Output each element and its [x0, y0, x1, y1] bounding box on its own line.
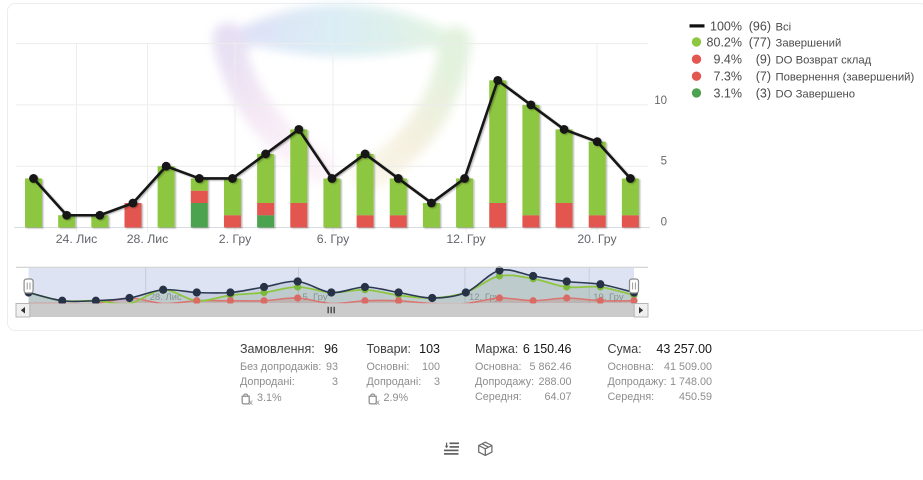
- svg-text:12. Гру: 12. Гру: [446, 232, 486, 246]
- svg-text:100%: 100%: [710, 19, 742, 33]
- svg-text:80.2%: 80.2%: [707, 35, 742, 49]
- svg-text:Повернення (завершений): Повернення (завершений): [776, 72, 915, 84]
- svg-text:x: x: [249, 398, 253, 406]
- svg-text:10: 10: [654, 95, 667, 107]
- svg-text:7.3%: 7.3%: [714, 70, 743, 84]
- svg-text:(3): (3): [756, 86, 771, 100]
- svg-text:x: x: [375, 398, 379, 406]
- svg-text:6. Гру: 6. Гру: [317, 232, 350, 246]
- svg-text:(77): (77): [749, 35, 771, 49]
- svg-text:5. Гру: 5. Гру: [303, 292, 328, 303]
- svg-text:Завершений: Завершений: [776, 37, 842, 49]
- svg-text:2. Гру: 2. Гру: [219, 232, 252, 246]
- svg-text:3.1%: 3.1%: [714, 86, 743, 100]
- svg-text:9.4%: 9.4%: [714, 53, 743, 67]
- svg-text:(7): (7): [756, 70, 771, 84]
- svg-text:19. Гру: 19. Гру: [593, 292, 624, 303]
- svg-text:0: 0: [661, 216, 667, 228]
- svg-text:20. Гру: 20. Гру: [577, 232, 617, 246]
- svg-text:28. Лис: 28. Лис: [127, 232, 169, 246]
- svg-text:DO Завершено: DO Завершено: [776, 88, 856, 100]
- svg-text:Всі: Всі: [776, 21, 792, 33]
- svg-text:28. Лис: 28. Лис: [150, 292, 182, 303]
- svg-text:5: 5: [661, 156, 667, 168]
- svg-text:12. Гру: 12. Гру: [469, 292, 500, 303]
- svg-text:(9): (9): [756, 53, 771, 67]
- svg-text:(96): (96): [749, 19, 771, 33]
- svg-text:DO Возврат склад: DO Возврат склад: [776, 55, 872, 67]
- svg-text:24. Лис: 24. Лис: [56, 232, 98, 246]
